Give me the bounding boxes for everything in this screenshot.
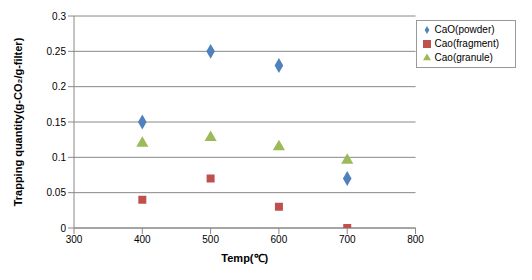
svg-text:0.15: 0.15 — [47, 117, 67, 128]
svg-text:Temp(℃): Temp(℃) — [221, 252, 268, 264]
svg-text:0.2: 0.2 — [52, 81, 66, 92]
svg-text:300: 300 — [66, 234, 83, 245]
svg-text:500: 500 — [202, 234, 219, 245]
html-text:Cao(fragment): Cao(fragment) — [434, 38, 499, 49]
html-text:Cao(granule): Cao(granule) — [434, 52, 493, 63]
svg-text:0.25: 0.25 — [47, 46, 67, 57]
svg-text:0: 0 — [60, 223, 66, 234]
svg-text:400: 400 — [134, 234, 151, 245]
svg-text:Trapping quantity(g-CO₂/g-filt: Trapping quantity(g-CO₂/g-filter) — [12, 37, 24, 206]
svg-text:800: 800 — [407, 234, 424, 245]
svg-text:0.3: 0.3 — [52, 11, 66, 22]
svg-text:600: 600 — [271, 234, 288, 245]
html-text:CaO(powder): CaO(powder) — [434, 24, 495, 35]
svg-text:0.1: 0.1 — [52, 152, 66, 163]
svg-text:700: 700 — [339, 234, 356, 245]
svg-text:0.05: 0.05 — [47, 187, 67, 198]
